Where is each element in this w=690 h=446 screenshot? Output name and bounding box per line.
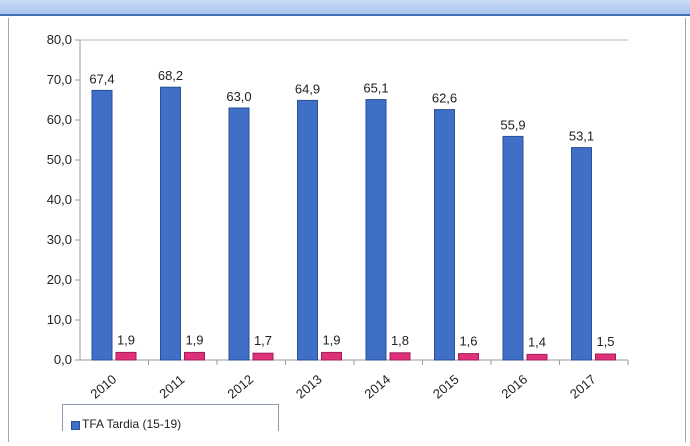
x-tick-label: 2015 — [430, 372, 462, 402]
data-label-series-1: 65,1 — [363, 81, 388, 96]
bar-series-2 — [595, 353, 616, 361]
bar-series-2 — [389, 352, 411, 361]
data-label-series-2: 1,4 — [528, 334, 546, 349]
bar-series-2 — [321, 351, 342, 361]
y-tick-label: 50,0 — [47, 152, 72, 167]
y-tick-label: 20,0 — [47, 272, 72, 287]
x-tick-label: 2012 — [224, 372, 256, 402]
data-label-series-2: 1,6 — [459, 334, 477, 349]
data-label-series-2: 1,9 — [185, 332, 203, 347]
chart-frame — [8, 18, 686, 442]
bar-series-2 — [458, 353, 479, 361]
bar-series-2 — [184, 351, 205, 361]
data-label-series-1: 55,9 — [500, 117, 525, 132]
data-label-series-2: 1,7 — [254, 333, 272, 348]
bar-series-1 — [160, 86, 181, 361]
bar-series-2 — [526, 353, 548, 361]
data-label-series-2: 1,5 — [596, 334, 614, 349]
legend-entry-series-1: TFA Tardia (15-19) — [82, 417, 182, 431]
bar-series-2 — [252, 352, 274, 361]
bar-series-1 — [502, 135, 524, 361]
y-tick-label: 40,0 — [47, 192, 72, 207]
x-tick-label: 2011 — [156, 372, 187, 401]
y-tick-label: 30,0 — [47, 232, 72, 247]
x-tick-label: 2017 — [567, 372, 599, 402]
y-tick-label: 80,0 — [47, 32, 72, 47]
y-tick-label: 70,0 — [47, 72, 72, 87]
data-label-series-1: 63,0 — [226, 89, 251, 104]
bar-series-1 — [297, 99, 318, 361]
x-tick-label: 2013 — [293, 372, 325, 402]
y-axis-ticks: 0,0 10,0 20,0 30,0 40,0 50,0 60,0 70,0 80,0 — [47, 32, 80, 367]
bar-series-1 — [228, 107, 250, 361]
data-label-series-1: 62,6 — [432, 91, 457, 106]
x-tick-label: 2016 — [498, 372, 530, 402]
bar-series-1 — [434, 109, 455, 361]
y-tick-label: 60,0 — [47, 112, 72, 127]
bar-series-1 — [91, 89, 113, 361]
data-label-series-1: 53,1 — [569, 129, 594, 144]
bar-series-1 — [571, 147, 592, 361]
data-label-series-1: 68,2 — [158, 68, 183, 83]
data-label-series-2: 1,8 — [391, 333, 409, 348]
legend-swatch-series-1 — [71, 421, 80, 430]
bar-series-1 — [365, 99, 387, 361]
x-tick-label: 2014 — [361, 372, 393, 402]
bars — [91, 86, 616, 361]
legend: TFA Tardia (15-19) — [62, 404, 279, 431]
bar-series-2 — [115, 351, 137, 361]
data-label-series-2: 1,9 — [322, 332, 340, 347]
data-label-series-2: 1,9 — [117, 332, 135, 347]
y-tick-label: 0,0 — [54, 352, 72, 367]
data-labels: 67,4 1,9 68,2 1,9 63,0 1,7 64,9 1,9 65,1 1,8 62,6 1… — [89, 68, 614, 349]
window-title-band — [0, 0, 690, 16]
x-tick-label: 2010 — [87, 372, 119, 402]
x-axis-ticks: 2010 2011 2012 2013 2014 2015 2016 2017 — [87, 360, 629, 402]
data-label-series-1: 64,9 — [295, 81, 320, 96]
y-tick-label: 10,0 — [47, 312, 72, 327]
data-label-series-1: 67,4 — [89, 71, 114, 86]
